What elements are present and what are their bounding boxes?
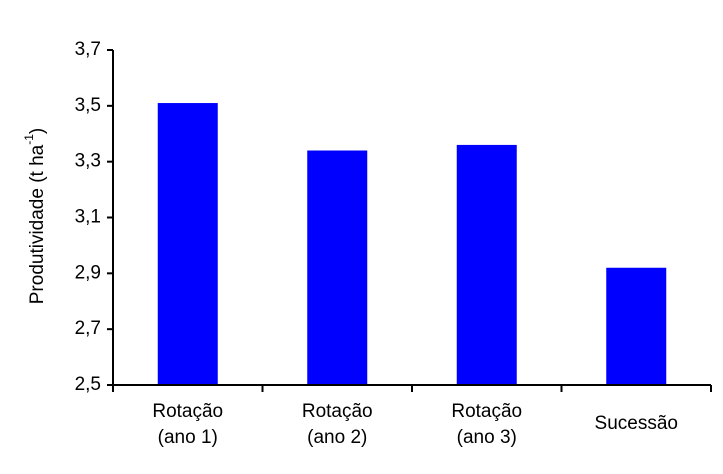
y-tick-label: 2,5 [75, 374, 101, 395]
x-tick-label-line: Sucessão [595, 413, 678, 434]
y-axis-ticks: 2,5 2,7 2,9 3,1 3,3 3,5 3,7 [75, 39, 113, 395]
bar [456, 144, 517, 385]
y-tick-label: 3,1 [75, 207, 101, 228]
x-axis-labels: Rotação (ano 1) Rotação (ano 2) Rotação (ano … [152, 401, 678, 448]
x-tick-label-line: (ano 3) [457, 427, 517, 448]
y-tick-label: 3,7 [75, 39, 101, 60]
x-tick-label-line: (ano 2) [307, 427, 367, 448]
y-axis-title-close: ) [27, 128, 48, 134]
y-tick-label: 3,3 [75, 151, 101, 172]
x-tick-label: Rotação (ano 1) [152, 401, 223, 448]
y-tick-label: 2,9 [75, 262, 101, 283]
x-tick-label: Rotação (ano 2) [302, 401, 373, 448]
x-tick-label-line: Rotação [152, 401, 223, 422]
y-axis-title: Produtividade (t ha-1) [22, 128, 48, 305]
y-axis-title-superscript: -1 [22, 134, 36, 145]
y-axis-title-main: Produtividade (t ha [27, 144, 48, 304]
bars [157, 103, 667, 386]
bar [307, 150, 368, 385]
bar [157, 103, 218, 386]
y-tick-label: 2,7 [75, 318, 101, 339]
x-tick-label-line: Rotação [302, 401, 373, 422]
x-tick-label-line: Rotação [451, 401, 522, 422]
x-axis-ticks [112, 385, 712, 392]
svg-text:Produtividade (t ha-1): Produtividade (t ha-1) [22, 128, 48, 305]
x-tick-label-line: (ano 1) [158, 427, 218, 448]
bar [606, 267, 667, 385]
x-tick-label: Sucessão [595, 413, 678, 434]
y-tick-label: 3,5 [75, 95, 101, 116]
x-tick-label: Rotação (ano 3) [451, 401, 522, 448]
